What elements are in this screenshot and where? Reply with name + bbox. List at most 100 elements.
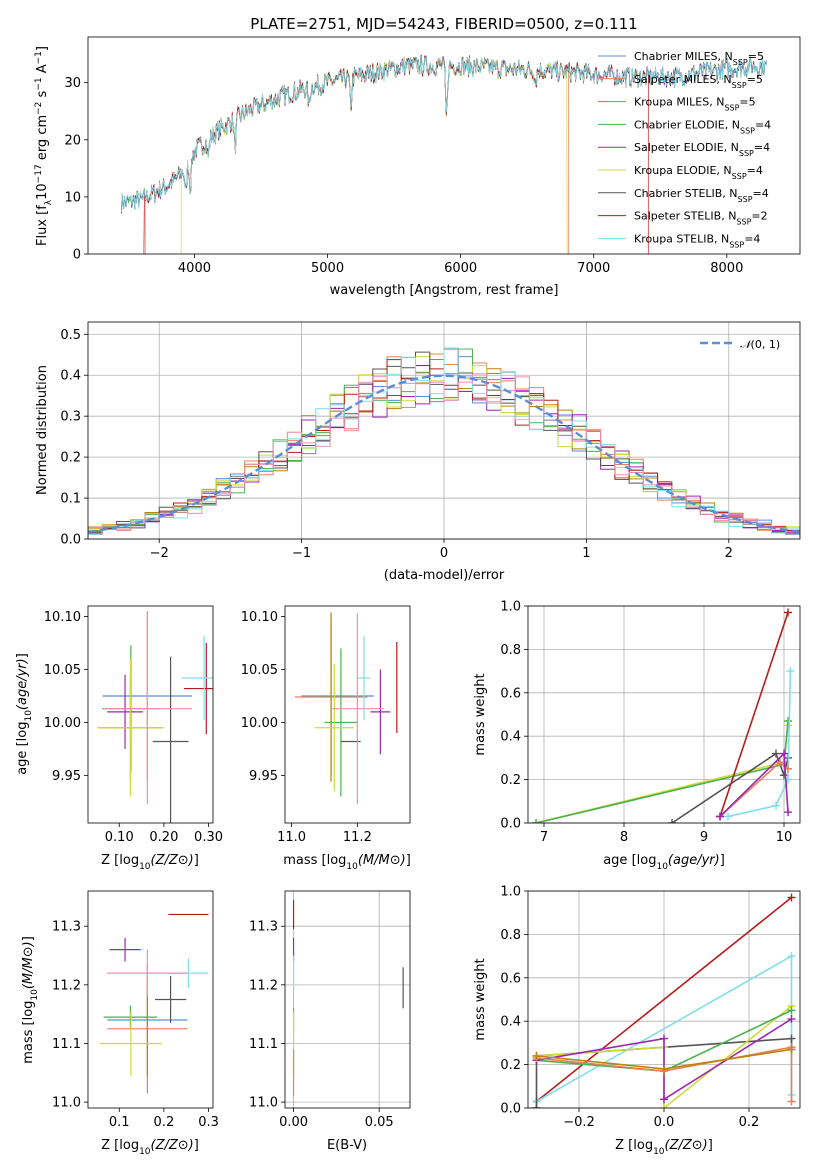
mass-weight-series — [535, 725, 789, 823]
legend-label: Chabrier STELIB, NSSP=4 — [634, 187, 769, 204]
label-part: 10 — [35, 183, 50, 200]
y-tick-label: 1.0 — [500, 600, 521, 615]
legend-label: Salpeter MILES, NSSP=5 — [634, 73, 763, 90]
label-part: −1 — [34, 77, 44, 90]
legend-label: Chabrier ELODIE, NSSP=4 — [634, 118, 771, 135]
y-tick-label: 0.2 — [60, 451, 81, 466]
y-tick-label: 0 — [73, 248, 81, 263]
y-tick-label: 10.10 — [241, 610, 278, 625]
label-part: ] — [708, 1138, 713, 1153]
residual-histogram: −2 −1 0 1 2 0.0 0.1 0.2 0.3 0.4 0.5 — [60, 321, 801, 561]
legend-args: (0, 1) — [751, 338, 781, 351]
legend-nssp: =2 — [751, 210, 767, 223]
x-axis-label: E(B-V) — [327, 1138, 367, 1153]
y-axis-label: age [log10(age/yr)] — [15, 653, 34, 775]
label-part: mass [log — [283, 853, 346, 868]
legend-sub: SSP — [732, 172, 747, 181]
legend-nssp: =5 — [747, 73, 763, 86]
data-marker — [787, 1006, 796, 1015]
label-part: λ — [44, 199, 54, 205]
normal-curve — [88, 374, 800, 533]
axes-frame — [87, 36, 801, 255]
legend-sub: SSP — [724, 103, 739, 112]
y-tick-label: 0.1 — [60, 492, 81, 507]
data-marker — [786, 667, 795, 676]
label-part: 10 — [139, 1147, 151, 1157]
plot-area — [532, 893, 796, 1108]
y-axis-label: Normed distribution — [35, 365, 50, 495]
x-tick-label: 1 — [582, 546, 590, 561]
y-tick-label: 10.00 — [241, 716, 278, 731]
label-part: 10 — [30, 989, 40, 1001]
x-tick-label: 0 — [440, 546, 448, 561]
legend-label: Kroupa STELIB, NSSP=4 — [634, 232, 760, 249]
y-tick-label: 11.1 — [249, 1037, 278, 1052]
plot-area — [96, 611, 213, 823]
data-marker — [784, 717, 792, 726]
x-tick-label: 8 — [620, 830, 628, 845]
legend-model: Kroupa MILES, N — [634, 96, 724, 109]
legend-n: 𝒩 — [740, 338, 754, 351]
y-tick-label: 10.05 — [241, 663, 278, 678]
data-marker — [787, 1045, 796, 1054]
spectrum-series — [180, 54, 568, 254]
axes-frame — [284, 605, 411, 824]
label-part: age [log — [15, 722, 30, 775]
mass-weight-series — [536, 896, 792, 1103]
x-axis-label: wavelength [Angstrom, rest frame] — [330, 283, 559, 298]
legend-label: Salpeter ELODIE, NSSP=4 — [634, 141, 770, 158]
label-part: 10 — [346, 862, 358, 872]
data-marker — [532, 819, 540, 823]
y-tick-label: 10.00 — [44, 716, 81, 731]
x-tick-label: 0.10 — [105, 830, 134, 845]
y-tick-label: 11.0 — [249, 1096, 278, 1111]
label-part: ] — [21, 936, 36, 941]
label-part: Z [log — [101, 1138, 139, 1153]
label-part: A — [35, 64, 50, 77]
label-part: 10 — [653, 1147, 665, 1157]
x-tick-label: 0.2 — [154, 1115, 175, 1130]
axes-frame — [527, 890, 801, 1109]
y-tick-label: 0.0 — [60, 533, 81, 548]
y-tick-label: 0.4 — [60, 369, 81, 384]
x-tick-label: −1 — [292, 546, 311, 561]
y-tick-label: 0.2 — [500, 773, 521, 788]
data-marker — [724, 812, 732, 821]
x-tick-label: 0.05 — [365, 1115, 394, 1130]
label-part: 10 — [656, 862, 668, 872]
data-marker — [780, 749, 788, 758]
plot-area — [88, 347, 800, 537]
x-tick-label: 5000 — [311, 261, 344, 276]
x-tick-label: −0.2 — [563, 1115, 595, 1130]
label-part: ] — [194, 853, 199, 868]
plot-area — [292, 899, 404, 1097]
plot-area — [532, 608, 795, 823]
y-tick-label: 9.95 — [52, 769, 81, 784]
label-part: (Z/Z⊙) — [151, 1138, 194, 1153]
data-marker — [784, 608, 792, 617]
x-tick-label: 9 — [700, 830, 708, 845]
label-part: mass [log — [21, 1001, 36, 1064]
legend-label: 𝒩(0, 1) — [740, 338, 780, 351]
y-tick-label: 20 — [64, 133, 81, 148]
label-part: (age/yr) — [15, 658, 30, 710]
mass-vs-metallicity: 0.1 0.2 0.3 11.0 11.1 11.2 11.3 — [52, 890, 219, 1130]
spectrum-series — [120, 55, 767, 212]
label-part: −1 — [34, 51, 44, 64]
label-part: ] — [720, 853, 725, 868]
x-tick-label: 4000 — [178, 261, 211, 276]
legend-model: Chabrier MILES, N — [634, 50, 733, 63]
legend-label: Salpeter STELIB, NSSP=2 — [634, 210, 768, 227]
y-axis-label: mass weight — [473, 673, 488, 755]
mass-weight-series — [719, 612, 789, 817]
label-part: Flux [f — [35, 205, 50, 246]
legend-sub: SSP — [733, 58, 748, 67]
label-part: 10 — [24, 710, 34, 722]
x-axis-label: Z [log10(Z/Z⊙)] — [101, 1138, 199, 1157]
legend-nssp: =4 — [753, 187, 769, 200]
x-tick-label: 2 — [725, 546, 733, 561]
label-part: ] — [406, 853, 411, 868]
legend-sub: SSP — [738, 194, 753, 203]
y-tick-label: 10.10 — [44, 610, 81, 625]
